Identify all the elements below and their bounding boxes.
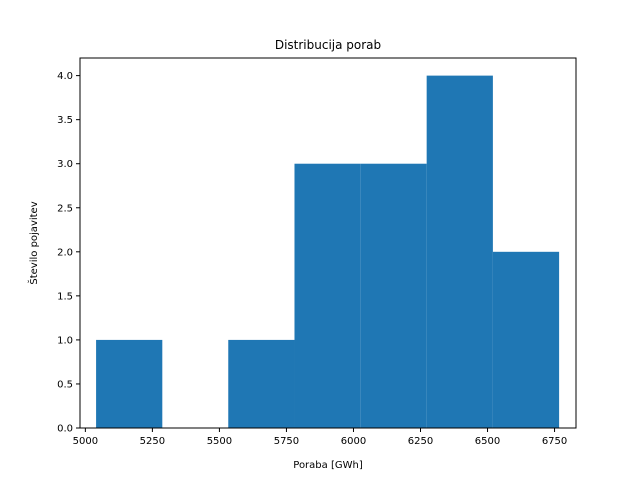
x-tick-label: 6250 xyxy=(408,436,433,447)
x-tick-label: 5750 xyxy=(274,436,299,447)
y-axis-ticks: 0.0 0.5 1.0 1.5 2.0 2.5 3.0 3.5 4.0 xyxy=(57,71,80,435)
y-tick-label: 2.0 xyxy=(57,247,73,258)
histogram-bar xyxy=(294,163,361,428)
x-tick-label: 6500 xyxy=(475,436,500,447)
x-axis-ticks: 5000 5250 5500 5750 6000 6250 6500 6750 xyxy=(73,428,567,447)
y-tick-label: 2.5 xyxy=(57,203,73,214)
y-axis-label: Število pojavitev xyxy=(27,201,40,284)
x-tick-label: 6000 xyxy=(341,436,366,447)
y-tick-label: 4.0 xyxy=(57,71,73,82)
x-tick-label: 6750 xyxy=(542,436,567,447)
x-tick-label: 5000 xyxy=(73,436,98,447)
chart-title: Distribucija porab xyxy=(275,38,381,52)
x-tick-label: 5500 xyxy=(207,436,232,447)
y-tick-label: 0.0 xyxy=(57,424,73,435)
histogram-bar xyxy=(426,75,493,428)
bars-group xyxy=(96,75,560,428)
plot-frame xyxy=(79,57,577,429)
y-tick-label: 1.5 xyxy=(57,291,73,302)
histogram-bar xyxy=(360,163,427,428)
x-tick-label: 5250 xyxy=(140,436,165,447)
histogram-bar xyxy=(96,339,163,428)
y-tick-label: 3.5 xyxy=(57,115,73,126)
histogram-bar xyxy=(492,251,560,428)
y-tick-label: 1.0 xyxy=(57,335,73,346)
x-axis-label: Poraba [GWh] xyxy=(293,460,363,471)
histogram-bar xyxy=(228,339,295,428)
y-tick-label: 3.0 xyxy=(57,159,73,170)
y-tick-label: 0.5 xyxy=(57,379,73,390)
